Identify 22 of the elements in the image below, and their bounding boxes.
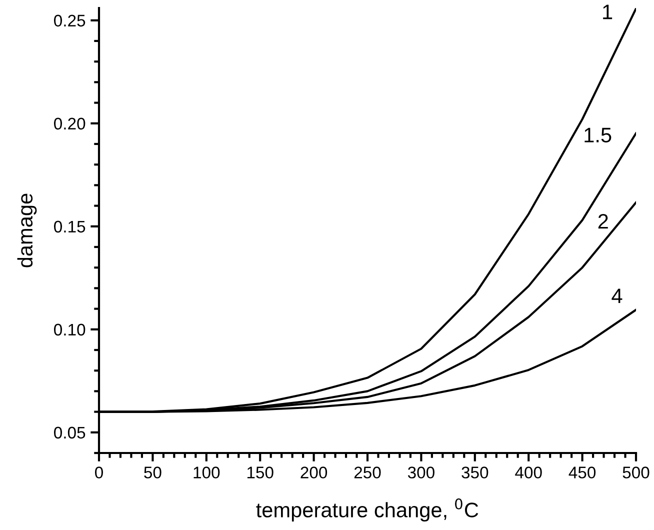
x-axis-title: temperature change, $^{0}$C (256, 498, 478, 522)
y-tick-label: 0.10 (54, 324, 86, 336)
y-tick-label: 0.20 (54, 118, 86, 130)
series-label: 1.5 (584, 128, 612, 142)
series-label: 1 (603, 4, 612, 20)
x-tick-label: 50 (144, 466, 162, 478)
y-axis-title: damage (17, 194, 37, 268)
x-tick-label: 150 (247, 466, 274, 478)
series-label: 2 (598, 214, 608, 229)
x-tick-label: 200 (300, 466, 328, 478)
y-tick-label: 0.15 (54, 220, 86, 233)
y-tick-label: 0.05 (54, 426, 86, 439)
x-tick-label: 500 (622, 466, 650, 478)
series-label: 4 (612, 288, 622, 304)
x-tick-label: 0 (95, 466, 103, 478)
x-tick-label: 100 (194, 466, 220, 478)
x-tick-label: 300 (408, 466, 434, 478)
x-tick-label: 400 (515, 466, 542, 478)
x-tick-label: 350 (462, 466, 488, 478)
y-tick-label: 0.25 (54, 14, 86, 27)
x-tick-label: 450 (568, 466, 596, 478)
x-tick-label: 250 (354, 466, 381, 478)
